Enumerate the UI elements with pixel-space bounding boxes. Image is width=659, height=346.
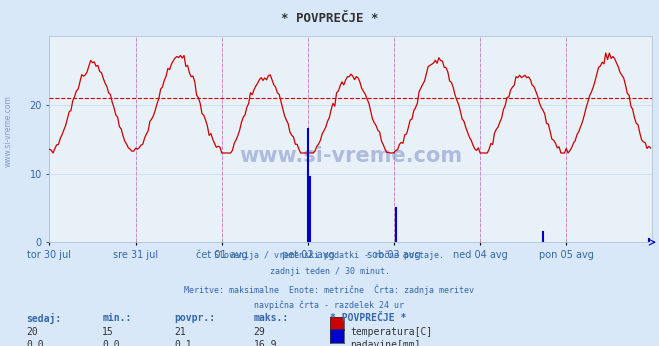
Text: 29: 29 [254, 327, 266, 337]
Text: 16,9: 16,9 [254, 340, 277, 346]
Text: * POVPREČJE *: * POVPREČJE * [330, 313, 406, 323]
Text: www.si-vreme.com: www.si-vreme.com [239, 146, 463, 166]
Text: Slovenija / vremenski podatki - ročne postaje.: Slovenija / vremenski podatki - ročne po… [214, 251, 445, 260]
Text: 0,0: 0,0 [26, 340, 44, 346]
Text: 15: 15 [102, 327, 114, 337]
Text: maks.:: maks.: [254, 313, 289, 323]
Text: sedaj:: sedaj: [26, 313, 61, 324]
Text: * POVPREČJE *: * POVPREČJE * [281, 12, 378, 25]
Text: povpr.:: povpr.: [175, 313, 215, 323]
Text: 21: 21 [175, 327, 186, 337]
Text: min.:: min.: [102, 313, 132, 323]
Text: padavine[mm]: padavine[mm] [351, 340, 421, 346]
Text: 0,1: 0,1 [175, 340, 192, 346]
Text: Meritve: maksimalne  Enote: metrične  Črta: zadnja meritev: Meritve: maksimalne Enote: metrične Črta… [185, 284, 474, 294]
Text: zadnji teden / 30 minut.: zadnji teden / 30 minut. [270, 267, 389, 276]
Text: 20: 20 [26, 327, 38, 337]
Text: navpična črta - razdelek 24 ur: navpična črta - razdelek 24 ur [254, 301, 405, 310]
Text: temperatura[C]: temperatura[C] [351, 327, 433, 337]
Text: www.si-vreme.com: www.si-vreme.com [3, 95, 13, 167]
Text: 0,0: 0,0 [102, 340, 120, 346]
